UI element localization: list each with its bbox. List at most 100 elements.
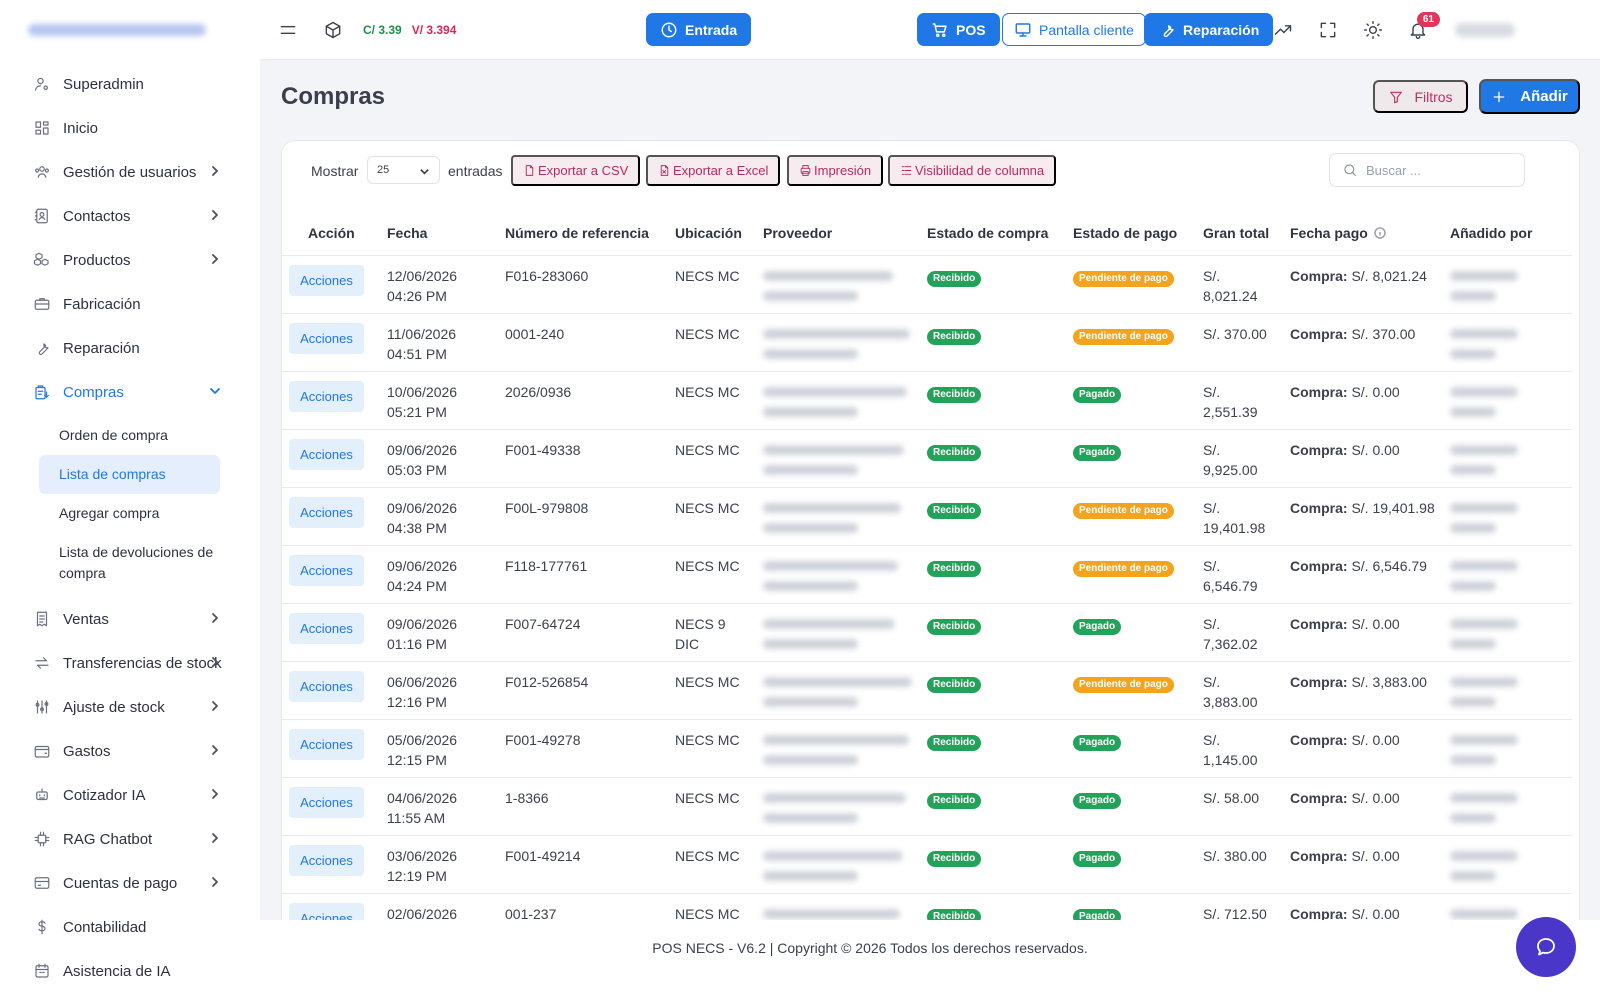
sidebar-item-cuentas-de-pago[interactable]: Cuentas de pago: [0, 861, 260, 905]
user-menu[interactable]: [1455, 23, 1515, 37]
entries-label: entradas: [448, 163, 503, 179]
trending-icon[interactable]: [1271, 18, 1295, 42]
export-csv-button[interactable]: Exportar a CSV: [511, 155, 641, 186]
sidebar-item-contactos[interactable]: Contactos: [0, 194, 260, 238]
sidebar-item-gestion-de-usuarios[interactable]: Gestión de usuarios: [0, 150, 260, 194]
sidebar-item-transferencias-de-stock[interactable]: Transferencias de stock: [0, 641, 260, 685]
date-value: 02/06/2026: [387, 905, 458, 922]
add-button[interactable]: Añadir: [1479, 79, 1580, 114]
actions-button[interactable]: Acciones: [289, 554, 364, 586]
sidebar-item-reparacion[interactable]: Reparación: [0, 326, 260, 370]
cell-supplier: [757, 428, 921, 487]
customer-display-button[interactable]: Pantalla cliente: [1002, 13, 1146, 46]
sidebar-item-inicio[interactable]: Inicio: [0, 106, 260, 150]
actions-button[interactable]: Acciones: [289, 322, 364, 354]
cell-supplier: [757, 370, 921, 429]
search-box[interactable]: [1329, 153, 1525, 187]
col-purchase-status[interactable]: Estado de compra: [927, 225, 1049, 241]
sidebar-item-ajuste-de-stock[interactable]: Ajuste de stock: [0, 685, 260, 729]
purchase-status-badge: Recibido: [927, 502, 982, 519]
total-line-1: S/. 712.50: [1203, 905, 1267, 922]
actions-button[interactable]: Acciones: [289, 844, 364, 876]
actions-button[interactable]: Acciones: [289, 728, 364, 760]
payment-status-badge: Pagado: [1073, 618, 1122, 635]
col-added-by[interactable]: Añadido por: [1450, 225, 1533, 241]
col-supplier[interactable]: Proveedor: [763, 225, 833, 241]
sidebar-item-label: Ventas: [63, 610, 109, 628]
submenu-item-agregar-compra[interactable]: Agregar compra: [59, 505, 160, 521]
cell-date: 09/06/2026 04:38 PM: [381, 486, 499, 545]
pos-button[interactable]: POS: [917, 13, 1000, 46]
table-header-row: Acción Fecha Número de referencia Ubicac…: [282, 225, 1572, 255]
search-input[interactable]: [1366, 162, 1516, 178]
actions-button[interactable]: Acciones: [289, 670, 364, 702]
cell-action: Acciones: [282, 370, 381, 429]
repair-label: Reparación: [1183, 21, 1260, 38]
column-visibility-button[interactable]: Visibilidad de columna: [888, 155, 1057, 186]
filters-button[interactable]: Filtros: [1373, 80, 1468, 113]
cell-location: NECS MC: [669, 486, 757, 545]
cell-action: Acciones: [282, 486, 381, 545]
chevron-right-icon: [208, 699, 222, 713]
cell-reference: F001-49214: [499, 834, 669, 893]
dollar-icon: [33, 918, 51, 936]
sidebar-item-whatsapp-gateway[interactable]: WhatsApp Gateway: [0, 993, 260, 1000]
sidebar-item-gastos[interactable]: Gastos: [0, 729, 260, 773]
repair-button[interactable]: Reparación: [1144, 13, 1274, 46]
filter-icon: [1390, 91, 1403, 103]
sidebar-item-contabilidad[interactable]: Contabilidad: [0, 905, 260, 949]
brand-logo[interactable]: [0, 0, 260, 60]
payment-status-badge: Pagado: [1073, 386, 1122, 403]
time-value: 04:24 PM: [387, 578, 447, 594]
sidebar-item-asistencia-de-ia[interactable]: Asistencia de IA: [0, 949, 260, 993]
actions-button[interactable]: Acciones: [289, 438, 364, 470]
submenu-item-lista-de-devoluciones-de-compra[interactable]: Lista de devoluciones de compra: [59, 544, 214, 581]
cell-supplier: [757, 776, 921, 835]
payment-status-badge: Pendiente de pago: [1073, 328, 1174, 345]
print-button[interactable]: Impresión: [787, 155, 884, 186]
entrada-button[interactable]: Entrada: [646, 13, 752, 46]
sidebar-item-compras[interactable]: Compras: [0, 370, 260, 414]
col-action[interactable]: Acción: [308, 225, 355, 241]
sidebar-item-productos[interactable]: Productos: [0, 238, 260, 282]
wallet-icon: [33, 742, 51, 760]
col-grand-total[interactable]: Gran total: [1203, 225, 1270, 241]
menu-toggle-icon[interactable]: [276, 18, 300, 42]
actions-button[interactable]: Acciones: [289, 786, 364, 818]
fullscreen-icon[interactable]: [1316, 18, 1340, 42]
col-reference[interactable]: Número de referencia: [505, 225, 649, 241]
add-label: Añadir: [1520, 88, 1568, 105]
export-excel-button[interactable]: Exportar a Excel: [646, 155, 781, 186]
sidebar-item-label: RAG Chatbot: [63, 830, 153, 848]
actions-button[interactable]: Acciones: [289, 380, 364, 412]
theme-sun-icon[interactable]: [1361, 18, 1385, 42]
cell-grand-total: S/. 380.00: [1197, 834, 1284, 893]
time-value: 11:55 AM: [387, 810, 446, 826]
sidebar-item-superadmin[interactable]: Superadmin: [0, 62, 260, 106]
actions-button[interactable]: Acciones: [289, 264, 364, 296]
actions-button[interactable]: Acciones: [289, 496, 364, 528]
col-payment-status[interactable]: Estado de pago: [1073, 225, 1178, 241]
notification-bell-icon[interactable]: 61: [1406, 12, 1440, 42]
users-icon: [33, 163, 51, 181]
cell-purchase-status: Recibido: [921, 660, 1067, 719]
table-row: Acciones 09/06/2026 04:38 PM F00L-979808 NEC…: [282, 486, 1572, 545]
col-location[interactable]: Ubicación: [675, 225, 742, 241]
sidebar-item-cotizador-ia[interactable]: Cotizador IA: [0, 773, 260, 817]
sidebar-item-rag-chatbot[interactable]: RAG Chatbot: [0, 817, 260, 861]
location-line-1: NECS MC: [675, 847, 740, 864]
sidebar-item-fabricacion[interactable]: Fabricación: [0, 282, 260, 326]
col-date[interactable]: Fecha: [387, 225, 428, 241]
page-size-select[interactable]: 25: [367, 156, 440, 184]
cube-icon[interactable]: [321, 18, 345, 42]
col-payment-date[interactable]: Fecha pago: [1284, 225, 1444, 255]
sidebar-item-ventas[interactable]: Ventas: [0, 597, 260, 641]
cell-added-by: [1444, 660, 1572, 719]
cell-action: Acciones: [282, 254, 381, 313]
submenu-item-lista-de-compras[interactable]: Lista de compras: [39, 455, 220, 494]
actions-button[interactable]: Acciones: [289, 612, 364, 644]
table-row: Acciones 06/06/2026 12:16 PM F012-526854 NEC…: [282, 660, 1572, 719]
submenu-item-orden-de-compra[interactable]: Orden de compra: [59, 427, 168, 443]
chat-fab-button[interactable]: [1516, 917, 1576, 977]
cell-grand-total: S/. 9,925.00: [1197, 428, 1284, 487]
